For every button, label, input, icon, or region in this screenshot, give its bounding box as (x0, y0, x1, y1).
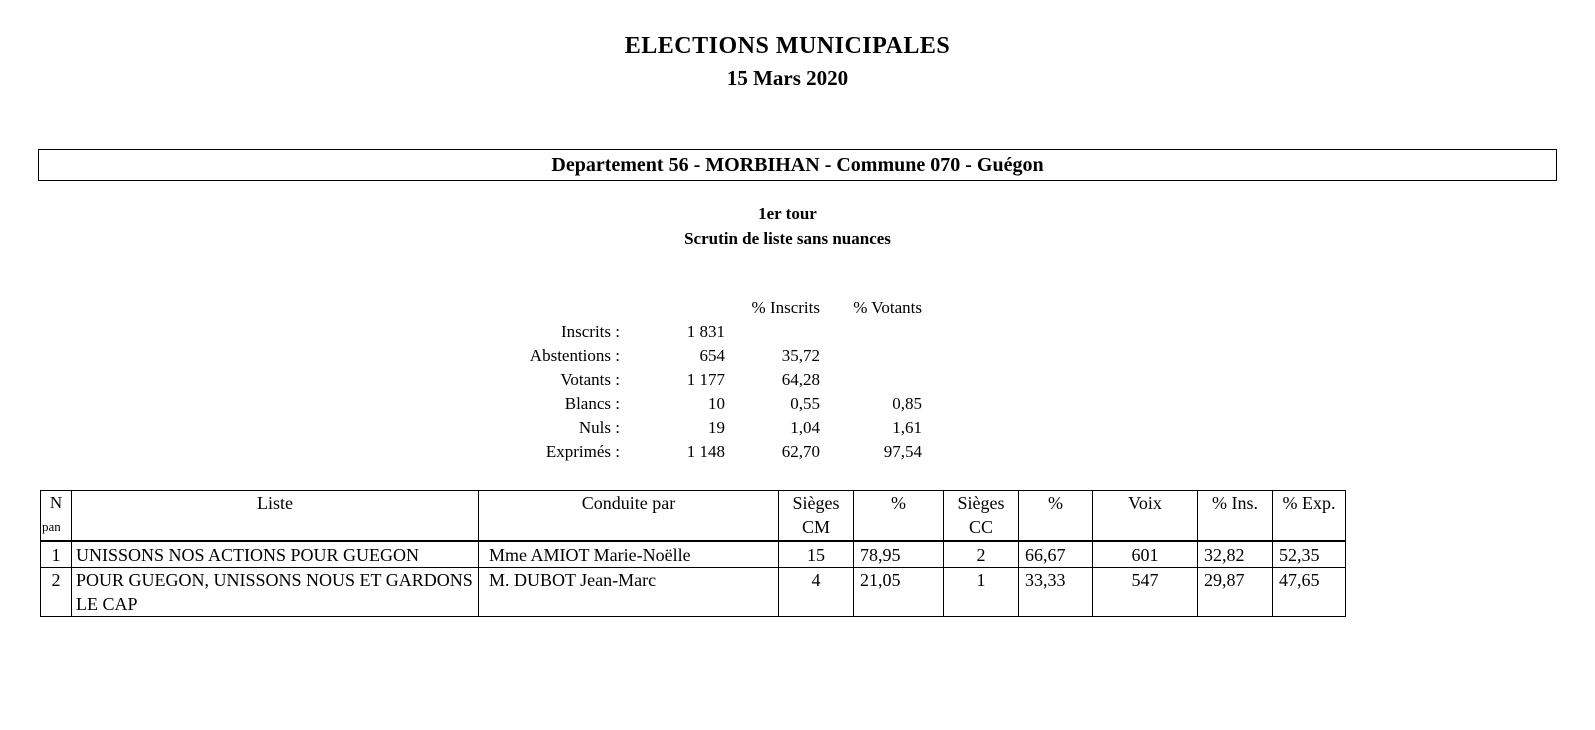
col-header-conduite-par: Conduite par (478, 490, 779, 542)
cell-pct-ins: 32,82 (1197, 540, 1273, 568)
cell-pct-cm: 78,95 (853, 540, 944, 568)
stats-header-pct-inscrits: % Inscrits (751, 298, 820, 317)
stats-header-pct-votants: % Votants (853, 298, 922, 317)
stats-pct-inscrits: 1,04 (790, 418, 820, 437)
stats-row-abstentions: Abstentions : 654 35,72 (420, 344, 922, 368)
ballot-type-label: Scrutin de liste sans nuances (684, 229, 891, 248)
col-header-pct-cc: % (1018, 490, 1093, 542)
department-commune-text: Departement 56 - MORBIHAN - Commune 070 … (551, 153, 1044, 176)
stats-row-blancs: Blancs : 10 0,55 0,85 (420, 392, 922, 416)
cell-pct-exp: 47,65 (1272, 567, 1346, 617)
stats-pct-votants: 1,61 (892, 418, 922, 437)
stats-pct-votants: 0,85 (892, 394, 922, 413)
stats-row-votants: Votants : 1 177 64,28 (420, 368, 922, 392)
cell-sieges-cm: 15 (778, 540, 854, 568)
col-header-sieges-cm: Sièges CM (778, 490, 854, 542)
cell-num-panneau: 1 (40, 540, 72, 568)
cell-pct-ins: 29,87 (1197, 567, 1273, 617)
col-header-num-panneau: N pan (40, 490, 72, 542)
results-row: 1 UNISSONS NOS ACTIONS POUR GUEGON Mme A… (40, 540, 1346, 568)
stats-pct-votants (820, 344, 922, 368)
stats-pct-inscrits: 35,72 (781, 346, 820, 365)
col-header-sieges-cc: Sièges CC (943, 490, 1019, 542)
stats-label: Abstentions : (529, 346, 620, 365)
stats-value: 19 (708, 418, 725, 437)
cell-pct-cm: 21,05 (853, 567, 944, 617)
stats-row-nuls: Nuls : 19 1,04 1,61 (420, 416, 922, 440)
cell-num-panneau: 2 (40, 567, 72, 617)
stats-value: 1 177 (686, 370, 725, 389)
stats-pct-inscrits: 62,70 (781, 442, 820, 461)
stats-row-exprimes: Exprimés : 1 148 62,70 97,54 (420, 440, 922, 464)
election-date: 15 Mars 2020 (726, 66, 849, 90)
stats-label: Blancs : (564, 394, 620, 413)
stats-pct-votants (820, 320, 922, 344)
stats-value: 10 (708, 394, 725, 413)
results-header-row: N pan Liste Conduite par Sièges CM % Siè… (40, 490, 1346, 542)
cell-conduite-par: Mme AMIOT Marie-Noëlle (478, 540, 779, 568)
cell-conduite-par: M. DUBOT Jean-Marc (478, 567, 779, 617)
cell-liste: UNISSONS NOS ACTIONS POUR GUEGON (71, 540, 479, 568)
document-title: ELECTIONS MUNICIPALES (624, 33, 951, 59)
stats-pct-votants: 97,54 (883, 442, 922, 461)
col-header-pct-cm: % (853, 490, 944, 542)
col-header-voix: Voix (1092, 490, 1198, 542)
department-commune-banner: Departement 56 - MORBIHAN - Commune 070 … (38, 149, 1557, 181)
participation-stats: % Inscrits % Votants Inscrits : 1 831 Ab… (420, 296, 922, 464)
stats-label: Exprimés : (545, 442, 620, 461)
stats-pct-inscrits (725, 320, 820, 344)
stats-pct-inscrits: 64,28 (781, 370, 820, 389)
col-header-liste: Liste (71, 490, 479, 542)
stats-header-row: % Inscrits % Votants (420, 296, 922, 320)
cell-liste: POUR GUEGON, UNISSONS NOUS ET GARDONS LE… (71, 567, 479, 617)
results-row: 2 POUR GUEGON, UNISSONS NOUS ET GARDONS … (40, 567, 1346, 617)
col-header-pct-exp: % Exp. (1272, 490, 1346, 542)
stats-label: Votants : (560, 370, 620, 389)
cell-sieges-cc: 1 (943, 567, 1019, 617)
stats-label: Nuls : (578, 418, 620, 437)
stats-pct-votants (820, 368, 922, 392)
results-table: N pan Liste Conduite par Sièges CM % Siè… (40, 490, 1346, 617)
stats-value: 1 831 (686, 322, 725, 341)
stats-value: 1 148 (686, 442, 725, 461)
cell-pct-cc: 33,33 (1018, 567, 1093, 617)
cell-voix: 547 (1092, 567, 1198, 617)
cell-pct-cc: 66,67 (1018, 540, 1093, 568)
stats-row-inscrits: Inscrits : 1 831 (420, 320, 922, 344)
stats-label: Inscrits : (560, 322, 620, 341)
round-label: 1er tour (758, 204, 817, 223)
stats-value: 654 (699, 346, 726, 365)
cell-sieges-cc: 2 (943, 540, 1019, 568)
cell-pct-exp: 52,35 (1272, 540, 1346, 568)
stats-pct-inscrits: 0,55 (790, 394, 820, 413)
col-header-pct-ins: % Ins. (1197, 490, 1273, 542)
cell-sieges-cm: 4 (778, 567, 854, 617)
cell-voix: 601 (1092, 540, 1198, 568)
